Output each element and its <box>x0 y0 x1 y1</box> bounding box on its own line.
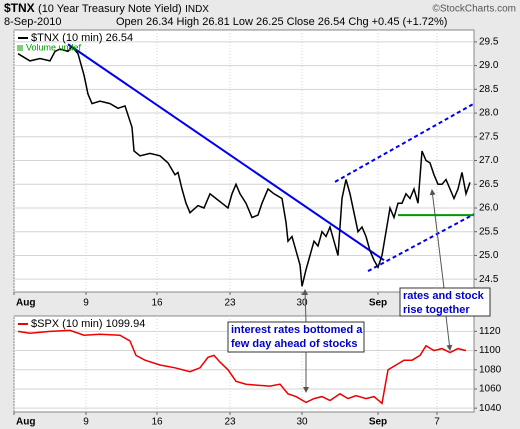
y-tick-label: 25.0 <box>479 250 499 261</box>
x-tick-label: Sep <box>369 298 387 309</box>
legend-label: $TNX (10 min) 26.54 <box>31 32 133 44</box>
y-tick-label: 1100 <box>479 345 501 356</box>
legend-label: $SPX (10 min) 1099.94 <box>31 318 145 330</box>
y-tick-label: 24.5 <box>479 274 499 285</box>
header-title: $TNX (10 Year Treasury Note Yield) INDX <box>4 1 209 15</box>
y-tick-label: 28.0 <box>479 108 499 119</box>
annotation-text: rise together <box>403 304 470 316</box>
y-tick-label: 1080 <box>479 364 502 375</box>
y-tick-label: 1040 <box>479 403 502 414</box>
y-tick-label: 25.5 <box>479 226 499 237</box>
x-tick-label: Aug <box>16 298 35 309</box>
x-tick-label: 16 <box>151 298 163 309</box>
annotation-box <box>399 287 491 317</box>
y-tick-label: 27.5 <box>479 131 499 142</box>
x-tick-label: 23 <box>224 298 236 309</box>
y-tick-label: 1060 <box>479 384 502 395</box>
trend-line <box>334 102 475 183</box>
x-tick-label: Aug <box>16 417 35 428</box>
y-tick-label: 29.5 <box>479 37 499 48</box>
y-tick-label: 26.5 <box>479 179 499 190</box>
trend-line <box>367 213 475 272</box>
y-tick-label: 27.0 <box>479 155 499 166</box>
x-tick-label: 30 <box>296 417 308 428</box>
y-tick-label: 1120 <box>479 326 501 337</box>
arrow <box>302 289 309 323</box>
legend-label: Volume undef <box>26 42 82 52</box>
x-tick-label: 30 <box>296 298 308 309</box>
x-tick-label: 16 <box>151 417 163 428</box>
series-line <box>17 329 467 405</box>
date: 8-Sep-2010 <box>4 16 62 28</box>
y-tick-label: 28.5 <box>479 84 499 95</box>
y-tick-label: 29.0 <box>479 60 499 71</box>
x-tick-label: Sep <box>369 417 387 428</box>
arrow <box>429 189 445 289</box>
x-tick-label: 23 <box>224 417 236 428</box>
annotation-box <box>227 321 365 353</box>
annotation-text: interest rates bottomed a <box>231 324 363 336</box>
trend-line <box>67 43 385 262</box>
quote: Open 26.34 High 26.81 Low 26.25 Close 26… <box>116 16 447 28</box>
credit: ©StockCharts.com <box>432 4 516 15</box>
annotation-text: few day ahead of stocks <box>231 338 358 350</box>
x-tick-label: 9 <box>83 417 89 428</box>
series-line <box>17 45 471 287</box>
arrow <box>445 315 453 351</box>
y-tick-label: 26.0 <box>479 203 499 214</box>
x-tick-label: 9 <box>83 298 89 309</box>
x-tick-label: 7 <box>434 417 440 428</box>
annotation-text: rates and stock <box>403 290 485 302</box>
